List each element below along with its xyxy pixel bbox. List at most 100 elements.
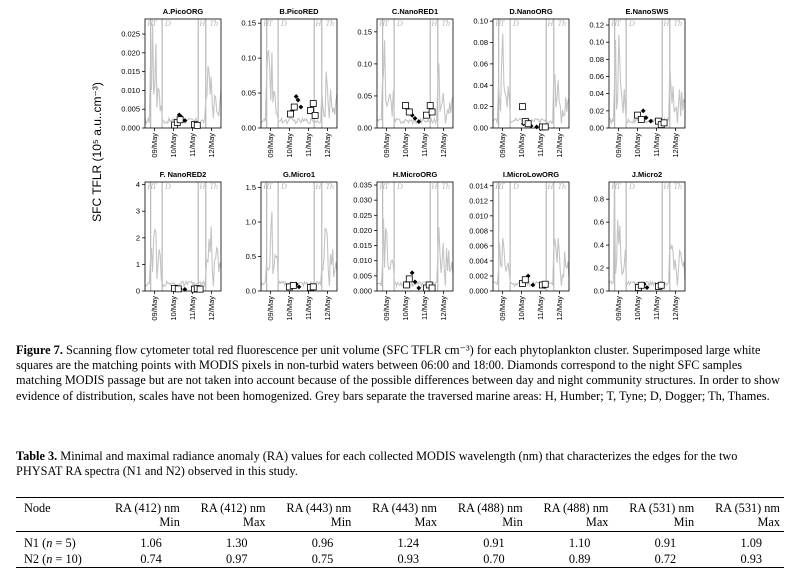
y-tick-label: 0.014 <box>469 181 488 190</box>
modis-match-square <box>196 285 204 293</box>
y-tick-label: 0.002 <box>469 271 488 280</box>
night-sample-diamond <box>296 284 302 290</box>
modis-match-square <box>405 108 413 116</box>
modis-match-square <box>193 121 201 129</box>
sfc-trace-line <box>260 211 338 288</box>
y-tick-label: 0.006 <box>469 241 488 250</box>
x-tick-label: 10/May <box>633 133 642 158</box>
zone-label: Th <box>674 19 682 28</box>
y-tick-label: 0.0 <box>594 287 604 296</box>
x-tick-label: 11/May <box>536 133 545 157</box>
panel-frame <box>376 181 454 292</box>
table-row: N1 (n = 5) 1.06 1.30 0.96 1.24 0.91 1.10 0.91 1.… <box>16 532 784 552</box>
zone-label: H <box>378 182 386 191</box>
y-tick-label: 0.008 <box>469 226 488 235</box>
x-tick-label: 12/May <box>555 133 564 158</box>
x-tick-label: 11/May <box>420 296 429 320</box>
x-tick-label: 10/May <box>401 296 410 321</box>
table-caption: Table 3. Minimal and maximal radiance an… <box>16 449 784 479</box>
y-tick-label: 0.015 <box>121 67 140 76</box>
table-cell: 1.24 <box>397 536 419 550</box>
y-tick-label: 0.025 <box>121 30 140 39</box>
panel-title: E.NanoSWS <box>626 7 669 16</box>
y-tick-label: 0.020 <box>121 48 140 57</box>
x-tick-label: 12/May <box>671 296 680 321</box>
figure-y-axis-label: SFC TFLR (10⁵ a.u..cm⁻³) <box>90 82 104 222</box>
night-sample-diamond <box>176 112 182 118</box>
zone-label: H <box>314 19 322 28</box>
y-tick-label: 0.010 <box>469 211 488 220</box>
zone-label: D <box>164 19 171 28</box>
table-cell: 0.75 <box>311 552 334 566</box>
y-tick-label: 0.6 <box>594 218 604 227</box>
modis-match-square <box>521 276 529 284</box>
night-sample-diamond <box>298 104 304 110</box>
y-tick-label: 0.15 <box>241 19 256 28</box>
y-tick-label: 0.06 <box>589 72 604 81</box>
x-tick-label: 12/May <box>671 133 680 158</box>
zone-label: H <box>146 19 154 28</box>
zone-label: D <box>512 182 519 191</box>
night-sample-diamond <box>182 287 188 292</box>
night-sample-diamond <box>182 118 188 123</box>
x-tick-label: 10/May <box>517 296 526 321</box>
x-tick-label: 10/May <box>517 133 526 158</box>
zone-label: D <box>628 182 635 191</box>
modis-match-square <box>519 103 526 111</box>
table-row-node: N2 (n = 10) <box>24 552 82 566</box>
table-header-cell: RA (412) nm Max <box>200 501 266 529</box>
zone-label: T <box>616 19 621 28</box>
zone-label: D <box>396 182 403 191</box>
table-row-node: N1 (n = 5) <box>24 536 76 550</box>
zone-label: T <box>384 19 389 28</box>
sfc-trace-line <box>144 226 222 288</box>
modis-match-square <box>657 281 665 289</box>
zone-label: H <box>262 182 270 191</box>
y-tick-label: 0.04 <box>473 81 488 90</box>
y-tick-label: 0.030 <box>353 196 372 205</box>
zone-label: Th <box>326 182 334 191</box>
night-sample-diamond <box>530 282 536 288</box>
table-header-row: Node RA (412) nm Min RA (412) nm Max RA (443)… <box>16 497 784 532</box>
x-tick-label: 09/May <box>614 296 623 321</box>
panel-frame <box>144 181 222 292</box>
y-tick-label: 0.12 <box>589 21 604 30</box>
table-cell: 1.10 <box>568 536 591 550</box>
zone-label: H <box>430 19 438 28</box>
x-tick-label: 12/May <box>439 296 448 321</box>
table-cell: 1.06 <box>140 536 162 550</box>
y-tick-label: 4 <box>136 180 140 189</box>
figure-caption-label: Figure 7. <box>16 343 63 357</box>
zone-label: H <box>146 182 154 191</box>
modis-match-square <box>541 280 549 288</box>
y-tick-label: 0.025 <box>353 211 372 220</box>
panel-title: A.PicoORG <box>163 7 204 16</box>
zone-label: T <box>268 182 273 191</box>
table-cell: 0.91 <box>654 536 677 550</box>
modis-match-square <box>289 282 297 289</box>
zone-label: H <box>662 19 670 28</box>
y-tick-label: 0.2 <box>594 264 604 273</box>
night-sample-diamond <box>643 115 649 121</box>
x-tick-label: 12/May <box>207 133 216 158</box>
zone-label: H <box>546 182 554 191</box>
sfc-trace-line <box>376 40 454 126</box>
x-tick-label: 12/May <box>323 296 332 321</box>
y-tick-label: 0.05 <box>357 91 372 100</box>
table-cell: 0.91 <box>483 536 505 550</box>
x-tick-label: 10/May <box>285 296 294 321</box>
panel-frame <box>260 181 338 292</box>
y-tick-label: 0.06 <box>473 59 488 68</box>
x-tick-label: 11/May <box>420 133 429 157</box>
table-caption-text: Minimal and maximal radiance anomaly (RA… <box>16 449 738 479</box>
modis-match-square <box>428 108 436 116</box>
x-tick-label: 10/May <box>401 133 410 158</box>
modis-match-square <box>402 102 409 109</box>
night-sample-diamond <box>412 279 418 285</box>
table-cell: 0.74 <box>140 552 162 566</box>
